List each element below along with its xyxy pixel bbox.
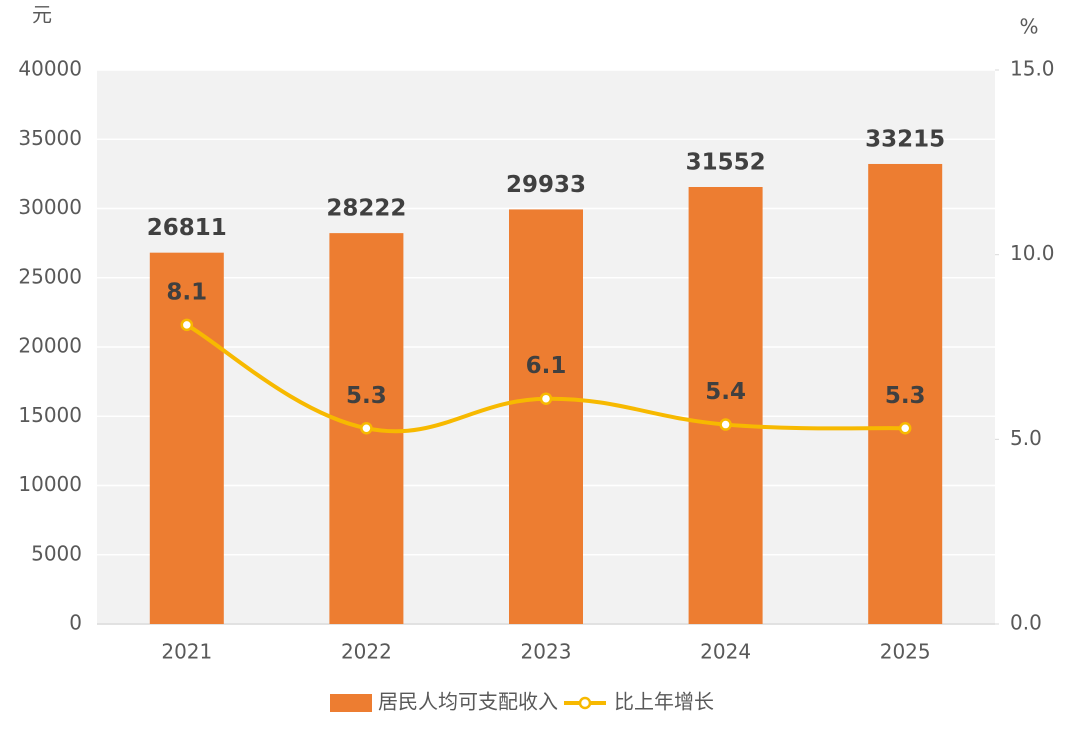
y2-tick-label: 10.0 [1010, 241, 1055, 265]
y-tick-label: 15000 [18, 403, 82, 427]
y-tick-label: 40000 [18, 57, 82, 81]
bar [688, 187, 763, 624]
bar-value-label: 31552 [686, 150, 766, 176]
legend-label: 比上年增长 [614, 690, 714, 714]
line-point [898, 422, 912, 435]
x-tick-label: 2025 [880, 640, 931, 664]
y-tick-label: 10000 [18, 472, 82, 496]
line-point [360, 422, 373, 435]
x-tick-label: 2022 [341, 640, 392, 664]
bar [509, 209, 583, 624]
line-point [719, 418, 732, 431]
line-point [180, 318, 194, 332]
legend-swatch [330, 694, 372, 712]
y-tick-label: 0 [69, 611, 82, 635]
bar-value-label: 33215 [865, 126, 945, 152]
bar-value-label: 29933 [506, 172, 586, 198]
bar [149, 252, 224, 624]
bar [868, 163, 943, 625]
x-tick-label: 2023 [521, 640, 572, 664]
x-tick-label: 2021 [161, 640, 212, 664]
y-tick-label: 30000 [18, 195, 82, 219]
legend-swatch [578, 696, 592, 710]
line-value-label: 6.1 [526, 353, 567, 379]
line-value-label: 8.1 [166, 279, 207, 305]
bar-value-label: 26811 [147, 215, 227, 241]
line-point [539, 392, 553, 405]
y-axis-label: 元 [32, 3, 52, 27]
y2-tick-label: 0.0 [1010, 611, 1042, 635]
y2-tick-label: 15.0 [1010, 57, 1055, 81]
y-tick-label: 20000 [18, 334, 82, 358]
legend-label: 居民人均可支配收入 [378, 690, 558, 714]
line-value-label: 5.3 [885, 383, 926, 409]
line-value-label: 5.4 [705, 379, 746, 405]
y-tick-label: 35000 [18, 126, 82, 150]
y-tick-label: 5000 [31, 541, 82, 565]
x-tick-label: 2024 [700, 640, 751, 664]
y2-axis-label: % [1019, 15, 1038, 39]
y-tick-label: 25000 [18, 264, 82, 288]
line-value-label: 5.3 [346, 383, 387, 409]
bar-value-label: 28222 [326, 196, 406, 222]
y2-tick-label: 5.0 [1010, 426, 1042, 450]
